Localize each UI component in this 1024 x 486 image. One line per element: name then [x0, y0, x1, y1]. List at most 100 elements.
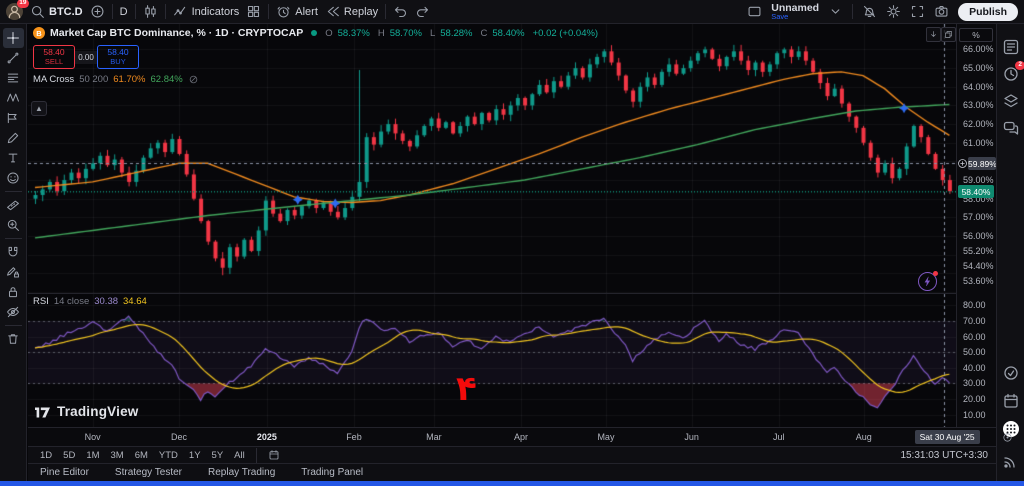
range-1d[interactable]: 1D — [40, 449, 53, 461]
range-1m[interactable]: 1M — [86, 449, 100, 461]
sidebar-calendar-button[interactable] — [1002, 392, 1020, 410]
price-axis-unit[interactable]: % — [959, 28, 993, 42]
sidebar-hotlist-button[interactable] — [1002, 420, 1020, 438]
maximize-pane-button[interactable] — [941, 27, 956, 42]
ohlc-high-label: H — [377, 27, 385, 39]
sidebar-chat-button[interactable] — [1002, 119, 1020, 137]
buy-button[interactable]: 58.40 BUY — [97, 45, 139, 70]
tool-long-position[interactable] — [3, 108, 24, 128]
tool-hide-drawings[interactable] — [3, 302, 24, 322]
tool-magnet[interactable] — [3, 242, 24, 262]
undo-button[interactable] — [393, 4, 408, 19]
alert-button[interactable]: Alert — [276, 4, 318, 19]
tool-xabcd-pattern[interactable] — [3, 88, 24, 108]
range-5d[interactable]: 5D — [63, 449, 76, 461]
redo-button[interactable] — [415, 4, 430, 19]
sidebar-alerts-button[interactable]: 2 — [1002, 61, 1024, 83]
tool-crosshair[interactable] — [2, 28, 24, 48]
indicators-button[interactable]: Indicators — [173, 4, 239, 19]
range-all[interactable]: All — [234, 449, 245, 461]
compare-add-icon[interactable] — [90, 4, 105, 19]
range-ytd[interactable]: YTD — [158, 449, 178, 461]
sidebar-ideas-button[interactable] — [1002, 364, 1020, 382]
divider — [268, 4, 270, 19]
timezone-target-icon[interactable] — [1002, 432, 1013, 443]
redo-icon — [415, 4, 430, 19]
tab-replay-trading[interactable]: Replay Trading — [208, 467, 276, 478]
interval-button[interactable]: D — [119, 5, 128, 18]
range-5y[interactable]: 5Y — [211, 449, 224, 461]
tool-text[interactable] — [3, 148, 24, 168]
mute-alerts-button[interactable] — [862, 4, 877, 19]
arrow-down-icon — [929, 30, 938, 39]
tool-fib-retracement[interactable] — [3, 68, 24, 88]
chart-drawing-annotation[interactable]: ۴ — [456, 369, 477, 409]
layout-panel-button[interactable] — [747, 4, 762, 19]
time-axis[interactable]: Sat 30 Aug '25 Nov Dec 2025 Feb Mar Apr May Jun… — [28, 427, 1012, 446]
tool-zoom-in[interactable] — [3, 215, 24, 235]
sidebar-object-tree-button[interactable] — [1002, 92, 1020, 110]
price-axis[interactable]: 66.00% 65.00% 64.00% 63.00% 62.00% 61.00% 59.0… — [956, 24, 996, 427]
tool-trend-line[interactable] — [3, 48, 24, 68]
ma-cross-legend[interactable]: MA Cross 50 200 61.70% 62.84% — [33, 74, 199, 85]
time-tick: Mar — [426, 432, 442, 442]
ohlc-close-value: 58.40% — [492, 27, 525, 39]
publish-button[interactable]: Publish — [958, 2, 1018, 21]
range-6m[interactable]: 6M — [134, 449, 148, 461]
divider — [111, 4, 113, 19]
range-3m[interactable]: 3M — [110, 449, 124, 461]
tab-pine-editor[interactable]: Pine Editor — [40, 467, 89, 478]
tool-emoji[interactable] — [3, 168, 24, 188]
tab-trading-panel[interactable]: Trading Panel — [301, 467, 364, 478]
rsi-legend[interactable]: RSI 14 close 30.38 34.64 — [33, 296, 147, 307]
pane-collapse-button[interactable]: ▲ — [31, 101, 47, 116]
time-tick: Jun — [684, 432, 699, 442]
scroll-down-button[interactable] — [926, 27, 941, 42]
replay-button[interactable]: Replay — [325, 4, 378, 19]
grid-layout-icon — [246, 4, 261, 19]
market-status-dot[interactable] — [311, 30, 318, 36]
layout-grid-button[interactable] — [246, 4, 261, 19]
ohlc-low-label: L — [429, 27, 436, 39]
chart-plot-area[interactable] — [28, 24, 956, 427]
symbol-search-button[interactable]: BTC.D — [30, 4, 83, 19]
measure-icon — [6, 198, 20, 212]
tool-brush[interactable] — [3, 128, 24, 148]
range-1y[interactable]: 1Y — [188, 449, 201, 461]
long-position-icon — [6, 111, 20, 125]
layout-name[interactable]: Unnamed Save — [771, 1, 820, 21]
price-tick: 62.00% — [963, 119, 994, 130]
add-alert-plus-icon[interactable] — [957, 158, 968, 169]
go-to-date-icon[interactable] — [268, 449, 280, 461]
indicators-icon — [173, 4, 188, 19]
user-avatar[interactable]: 19 — [6, 0, 29, 20]
candles-icon — [143, 4, 158, 19]
layout-menu-button[interactable] — [828, 4, 843, 19]
sidebar-news-button[interactable] — [1002, 452, 1020, 470]
tool-measure[interactable] — [3, 195, 24, 215]
sidebar-watchlist-button[interactable] — [1002, 38, 1020, 56]
indicator-disabled-icon[interactable] — [188, 74, 199, 85]
time-tick: Feb — [346, 432, 362, 442]
chart-style-button[interactable] — [143, 4, 158, 19]
clock[interactable]: 15:31:03 UTC+3:30 — [900, 449, 988, 461]
chart-legend[interactable]: B Market Cap BTC Dominance, % · 1D · CRY… — [33, 27, 601, 39]
hide-drawings-icon — [6, 305, 20, 319]
fullscreen-button[interactable] — [910, 4, 925, 19]
lightning-promo-icon[interactable] — [918, 271, 938, 291]
tab-strategy-tester[interactable]: Strategy Tester — [114, 467, 182, 478]
tool-lock-drawing[interactable] — [3, 262, 24, 282]
date-range-toolbar: 1D 5D 1M 3M 6M YTD 1Y 5Y All 15:31:03 UTC+3:30 — [28, 446, 996, 463]
tool-trash[interactable] — [3, 329, 24, 349]
tradingview-logo-icon — [35, 407, 50, 418]
ohlc-open-value: 58.37% — [337, 27, 370, 39]
snapshot-button[interactable] — [934, 4, 949, 19]
save-link[interactable]: Save — [771, 12, 789, 21]
divider — [4, 191, 22, 192]
divider — [852, 4, 854, 19]
sell-button[interactable]: 58.40 SELL — [33, 45, 75, 70]
settings-button[interactable] — [886, 4, 901, 19]
tool-lock[interactable] — [3, 282, 24, 302]
pane-separator[interactable] — [28, 293, 956, 294]
time-tick: Jul — [772, 432, 785, 442]
